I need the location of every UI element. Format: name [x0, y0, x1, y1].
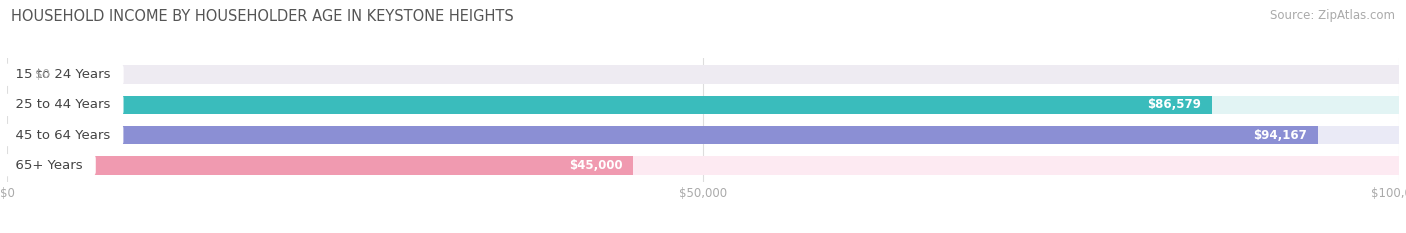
Text: Source: ZipAtlas.com: Source: ZipAtlas.com — [1270, 9, 1395, 22]
Text: HOUSEHOLD INCOME BY HOUSEHOLDER AGE IN KEYSTONE HEIGHTS: HOUSEHOLD INCOME BY HOUSEHOLDER AGE IN K… — [11, 9, 515, 24]
Text: $0: $0 — [35, 68, 49, 81]
Text: $45,000: $45,000 — [568, 159, 623, 172]
Text: 15 to 24 Years: 15 to 24 Years — [7, 68, 120, 81]
Text: 45 to 64 Years: 45 to 64 Years — [7, 129, 118, 142]
Text: 65+ Years: 65+ Years — [7, 159, 91, 172]
Bar — [7, 96, 1212, 114]
Text: $86,579: $86,579 — [1147, 98, 1201, 111]
Bar — [7, 156, 633, 175]
Text: $94,167: $94,167 — [1253, 129, 1306, 142]
Text: 25 to 44 Years: 25 to 44 Years — [7, 98, 120, 111]
Bar — [7, 126, 1317, 144]
Bar — [7, 126, 1399, 144]
Bar — [7, 156, 1399, 175]
Bar — [7, 96, 1399, 114]
Bar — [7, 65, 1399, 84]
